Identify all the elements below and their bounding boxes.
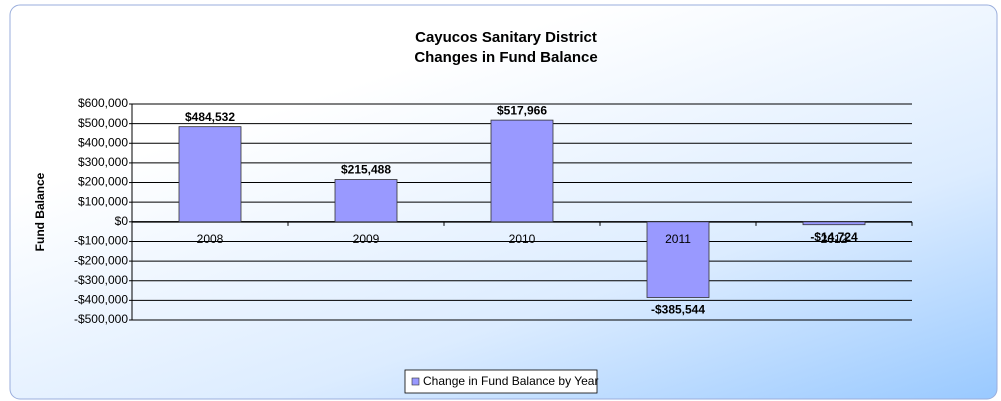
chart-title: Cayucos Sanitary District xyxy=(415,29,597,46)
bar xyxy=(646,221,710,298)
y-tick-label: -$400,000 xyxy=(74,293,128,307)
x-tick-label: 2010 xyxy=(509,232,536,246)
chart-subtitle: Changes in Fund Balance xyxy=(414,49,597,66)
data-label: $517,966 xyxy=(497,103,547,117)
data-label: -$385,544 xyxy=(651,303,705,317)
y-tick-label: $100,000 xyxy=(78,194,128,208)
y-tick-label: $300,000 xyxy=(78,155,128,169)
legend-label: Change in Fund Balance by Year xyxy=(423,374,598,388)
y-tick-label: $500,000 xyxy=(78,116,128,130)
bar xyxy=(178,126,242,223)
x-tick-label: 2009 xyxy=(353,232,380,246)
y-tick-label: $600,000 xyxy=(78,96,128,110)
x-tick-label: 2008 xyxy=(197,232,224,246)
x-tick-label: 2011 xyxy=(665,232,691,246)
y-tick-label: $400,000 xyxy=(78,135,128,149)
legend-swatch xyxy=(411,377,420,386)
x-tick-label: 2012 xyxy=(821,232,848,246)
bar xyxy=(802,221,866,226)
bar xyxy=(490,119,554,223)
y-tick-label: $200,000 xyxy=(78,175,128,189)
data-label: -$14,724 xyxy=(810,230,858,244)
bar xyxy=(334,179,398,223)
y-axis-label: Fund Balance xyxy=(33,172,47,251)
y-tick-label: -$300,000 xyxy=(74,273,128,287)
y-tick-label: $0 xyxy=(115,214,129,228)
data-label: $215,488 xyxy=(341,163,391,177)
y-tick-label: -$200,000 xyxy=(74,253,128,267)
y-tick-label: -$500,000 xyxy=(74,312,128,326)
y-tick-label: -$100,000 xyxy=(74,234,128,248)
data-label: $484,532 xyxy=(185,110,235,124)
legend-box xyxy=(404,369,598,394)
